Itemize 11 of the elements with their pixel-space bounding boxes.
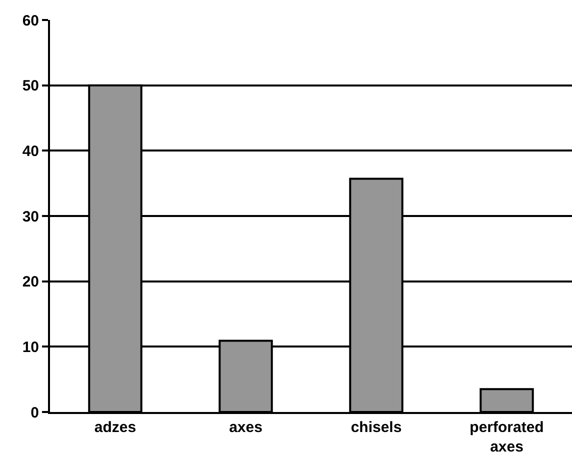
y-tick-label: 20 [22, 274, 39, 291]
y-tick-label: 10 [22, 338, 39, 356]
x-tick-label: axes [229, 419, 262, 436]
y-tick-label: 50 [22, 78, 39, 95]
y-tick-label: 0 [30, 404, 39, 422]
x-tick-label: chisels [350, 419, 402, 436]
x-tick-label: adzes [94, 419, 136, 436]
y-tick-label: 40 [22, 142, 39, 160]
y-tick-label: 30 [22, 208, 39, 226]
x-tick-label: perforated axes [470, 419, 544, 456]
y-tick-label: 60 [22, 12, 39, 30]
